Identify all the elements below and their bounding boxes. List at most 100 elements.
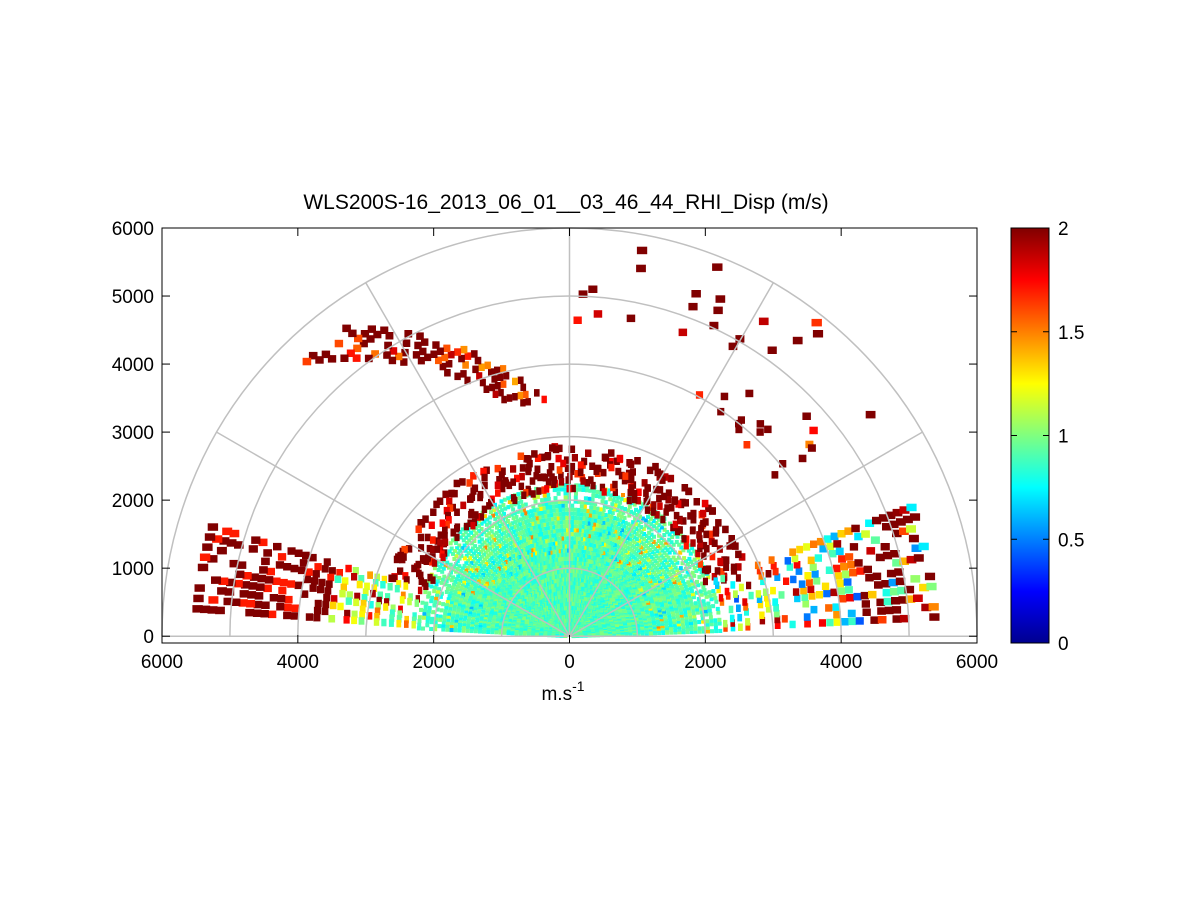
data-cell bbox=[469, 561, 474, 566]
data-cell bbox=[560, 507, 565, 512]
data-cell bbox=[586, 521, 591, 526]
data-cell bbox=[471, 551, 476, 556]
data-cell bbox=[578, 483, 582, 488]
data-cell bbox=[504, 544, 509, 549]
data-cell bbox=[717, 557, 724, 566]
data-cell bbox=[635, 496, 641, 505]
data-cell bbox=[565, 548, 570, 553]
data-cell bbox=[541, 518, 546, 523]
data-cell bbox=[464, 575, 469, 580]
data-cell bbox=[582, 508, 587, 513]
data-cell bbox=[454, 599, 459, 604]
data-cell bbox=[656, 556, 661, 561]
data-cell bbox=[446, 618, 451, 623]
data-cell bbox=[467, 616, 472, 621]
data-cell bbox=[557, 499, 562, 504]
data-cell bbox=[717, 617, 722, 622]
data-cell bbox=[448, 591, 453, 596]
data-cell bbox=[407, 597, 412, 606]
data-cell bbox=[570, 507, 575, 512]
data-cell bbox=[441, 566, 446, 571]
data-cell bbox=[389, 609, 395, 617]
data-cell bbox=[535, 545, 540, 550]
data-cell bbox=[337, 602, 344, 611]
data-cell bbox=[433, 623, 438, 628]
data-cell bbox=[664, 618, 669, 623]
data-cell bbox=[468, 511, 474, 519]
data-cell bbox=[429, 536, 436, 544]
data-cell bbox=[483, 617, 488, 622]
data-cell bbox=[576, 499, 581, 504]
data-cell bbox=[636, 488, 642, 496]
data-cell bbox=[200, 605, 211, 614]
data-cell bbox=[692, 573, 697, 578]
data-cell bbox=[544, 522, 549, 527]
data-cell bbox=[309, 584, 317, 592]
data-cell bbox=[486, 548, 490, 553]
data-cell bbox=[660, 548, 665, 553]
data-cell bbox=[572, 515, 577, 520]
data-cell bbox=[713, 625, 718, 630]
data-cell bbox=[240, 581, 251, 589]
data-cell bbox=[689, 626, 694, 631]
data-cell bbox=[358, 617, 365, 625]
data-cell bbox=[475, 601, 480, 606]
data-cell bbox=[591, 509, 596, 514]
data-cell bbox=[572, 528, 577, 533]
data-cell bbox=[483, 545, 488, 550]
data-cell bbox=[658, 587, 663, 592]
data-cell bbox=[346, 591, 353, 599]
data-cell bbox=[539, 531, 543, 536]
data-cell bbox=[575, 516, 580, 521]
data-cell bbox=[683, 612, 688, 617]
data-cell bbox=[506, 542, 511, 547]
data-cell bbox=[602, 534, 607, 539]
data-cell bbox=[500, 522, 505, 527]
data-cell bbox=[462, 563, 467, 568]
data-cell bbox=[516, 492, 521, 497]
data-cell bbox=[475, 590, 480, 595]
data-cell bbox=[590, 497, 595, 502]
data-cell bbox=[450, 528, 456, 536]
data-cell bbox=[486, 502, 492, 510]
data-cell bbox=[644, 523, 649, 528]
data-cell bbox=[723, 624, 728, 632]
data-cell bbox=[487, 526, 492, 531]
data-cell bbox=[605, 517, 610, 522]
data-cell bbox=[457, 543, 462, 548]
data-cell bbox=[449, 588, 454, 593]
data-cell bbox=[677, 630, 682, 635]
data-cell bbox=[359, 605, 366, 614]
data-cell bbox=[631, 489, 638, 498]
data-cell bbox=[465, 626, 470, 631]
data-cell bbox=[453, 479, 461, 488]
data-cell bbox=[700, 613, 705, 618]
data-cell bbox=[611, 546, 615, 551]
data-cell bbox=[415, 595, 420, 603]
data-cell bbox=[439, 519, 446, 527]
data-cell bbox=[632, 511, 637, 516]
data-cell bbox=[476, 598, 481, 603]
data-cell bbox=[636, 518, 640, 523]
data-cell bbox=[575, 524, 580, 529]
data-cell bbox=[616, 454, 624, 463]
data-cell bbox=[685, 569, 690, 574]
data-cell bbox=[672, 520, 679, 529]
data-cell bbox=[638, 514, 642, 519]
data-cell bbox=[599, 490, 603, 495]
data-cell bbox=[673, 592, 678, 597]
data-cell bbox=[502, 511, 506, 516]
data-cell bbox=[558, 520, 563, 525]
data-cell bbox=[658, 546, 663, 551]
data-cell bbox=[598, 494, 603, 499]
data-cell bbox=[544, 543, 549, 548]
data-cell bbox=[688, 586, 693, 591]
data-cell bbox=[313, 613, 321, 622]
data-cell bbox=[599, 483, 606, 492]
data-cell bbox=[531, 504, 536, 509]
data-cell bbox=[562, 532, 567, 537]
data-cell bbox=[641, 479, 648, 487]
data-cell bbox=[670, 584, 675, 589]
data-cell bbox=[690, 592, 695, 597]
data-cell bbox=[388, 574, 395, 582]
